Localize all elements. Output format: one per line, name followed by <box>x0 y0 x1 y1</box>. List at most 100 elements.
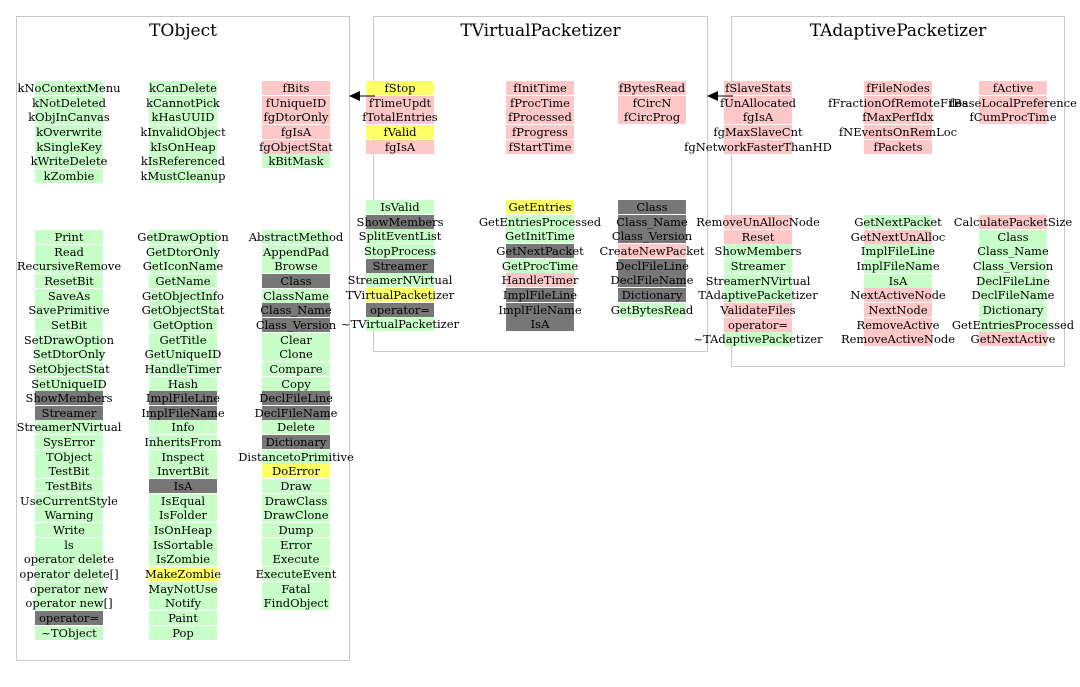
member-tobject-1-2-1: AppendPad <box>236 244 356 259</box>
member-label: fActive <box>992 81 1034 95</box>
member-fill <box>262 317 330 332</box>
member-fill <box>149 508 217 523</box>
member-label: kNoContextMenu <box>17 81 121 95</box>
member-tvirtualpacketizer-1-2-6: Dictionary <box>592 287 712 302</box>
member-label: Browse <box>274 259 318 274</box>
member-label: SetBit <box>50 317 88 332</box>
member-fill <box>506 243 574 258</box>
member-tvirtualpacketizer-1-2-1: Class_Name <box>592 214 712 229</box>
member-fill <box>35 420 103 435</box>
member-tadaptivepacketizer-1-2-8: GetNextActive <box>953 332 1073 347</box>
member-label: Streamer <box>372 258 428 273</box>
member-tadaptivepacketizer-0-2-2: fCumProcTime <box>953 110 1073 125</box>
member-fill <box>506 95 574 110</box>
member-fill <box>262 493 330 508</box>
member-fill <box>618 273 686 288</box>
member-tvirtualpacketizer-0-1-2: fProcessed <box>480 110 600 125</box>
member-tadaptivepacketizer-1-0-5: TAdaptivePacketizer <box>698 288 818 303</box>
member-label: Class_Version <box>611 229 693 244</box>
member-label: HandleTimer <box>501 273 579 288</box>
member-tobject-1-0-24: operator new <box>9 581 129 596</box>
member-label: MakeZombie <box>144 566 222 581</box>
member-fill <box>35 361 103 376</box>
member-fill <box>262 244 330 259</box>
member-fill <box>35 110 103 125</box>
member-label: ImplFileName <box>856 258 940 273</box>
member-label: IsValid <box>380 200 420 214</box>
member-label: Dictionary <box>621 287 683 302</box>
member-label: Draw <box>280 479 312 494</box>
member-label: operator= <box>727 317 789 332</box>
member-fill <box>149 303 217 318</box>
member-fill <box>149 523 217 537</box>
member-label: Class_Name <box>260 303 332 318</box>
member-tobject-1-0-6: SetBit <box>9 317 129 332</box>
member-label: Fatal <box>281 581 311 596</box>
member-label: TObject <box>46 449 92 464</box>
member-label: fgIsA <box>384 139 416 154</box>
member-label: Class <box>636 200 668 214</box>
member-fill <box>149 464 217 479</box>
member-fill <box>724 81 792 95</box>
member-tobject-0-2-0: fBits <box>236 81 356 95</box>
member-tobject-1-0-1: Read <box>9 244 129 259</box>
member-tobject-1-0-9: SetObjectStat <box>9 361 129 376</box>
member-fill <box>35 332 103 347</box>
member-label: fTotalEntries <box>362 110 438 125</box>
member-tobject-1-2-7: Clear <box>236 332 356 347</box>
member-label: GetDtorOnly <box>146 244 220 259</box>
member-fill <box>262 508 330 523</box>
member-fill <box>262 596 330 611</box>
member-tobject-1-0-14: SysError <box>9 435 129 450</box>
member-fill <box>35 244 103 259</box>
member-fill <box>149 625 217 640</box>
member-fill <box>724 317 792 332</box>
member-label: Class_Name <box>977 244 1049 259</box>
member-tvirtualpacketizer-1-0-7: operator= <box>340 302 460 317</box>
member-fill <box>724 139 792 154</box>
member-tvirtualpacketizer-0-1-1: fProcTime <box>480 95 600 110</box>
member-fill <box>979 81 1047 95</box>
member-label: ClassName <box>263 288 329 303</box>
member-tadaptivepacketizer-0-0-0: fSlaveStats <box>698 81 818 95</box>
member-fill <box>149 259 217 274</box>
member-fill <box>149 596 217 611</box>
member-label: operator= <box>38 610 100 625</box>
member-tvirtualpacketizer-1-1-7: ImplFileName <box>480 302 600 317</box>
member-tobject-1-2-18: DrawClass <box>236 493 356 508</box>
member-label: GetEntriesProcessed <box>951 317 1075 332</box>
member-fill <box>262 523 330 537</box>
member-label: StreamerNVirtual <box>16 420 122 435</box>
member-tobject-1-1-18: IsEqual <box>123 493 243 508</box>
tadaptivepacketizer-class-box: TAdaptivePacketizer fSlaveStats fUnAlloca… <box>684 16 1077 367</box>
member-fill <box>149 110 217 125</box>
member-label: ~TAdaptivePacketizer <box>693 332 823 347</box>
member-fill <box>35 95 103 110</box>
member-fill <box>724 288 792 303</box>
member-tvirtualpacketizer-1-0-4: Streamer <box>340 258 460 273</box>
member-label: kIsOnHeap <box>150 139 216 154</box>
member-label: GetIconName <box>142 259 224 274</box>
member-label: DrawClass <box>264 493 328 508</box>
member-tobject-1-1-11: ImplFileLine <box>123 391 243 406</box>
member-tobject-1-2-16: DoError <box>236 464 356 479</box>
member-fill <box>864 317 932 332</box>
member-tadaptivepacketizer-1-0-8: ~TAdaptivePacketizer <box>693 332 823 347</box>
member-fill <box>724 95 792 110</box>
member-label: fCumProcTime <box>969 110 1057 125</box>
member-tobject-0-0-2: kObjInCanvas <box>9 110 129 125</box>
member-label: ShowMembers <box>25 391 113 406</box>
member-label: kObjInCanvas <box>28 110 110 125</box>
member-fill <box>35 493 103 508</box>
member-fill <box>262 332 330 347</box>
member-label: DeclFileLine <box>976 273 1050 288</box>
member-tobject-1-2-11: DeclFileLine <box>236 391 356 406</box>
member-label: Write <box>53 523 85 537</box>
member-label: kIsReferenced <box>140 154 226 169</box>
member-fill <box>262 361 330 376</box>
member-label: InheritsFrom <box>144 435 222 450</box>
member-fill <box>262 230 330 244</box>
member-fill <box>618 95 686 110</box>
member-label: FindObject <box>263 596 329 611</box>
member-fill <box>149 420 217 435</box>
